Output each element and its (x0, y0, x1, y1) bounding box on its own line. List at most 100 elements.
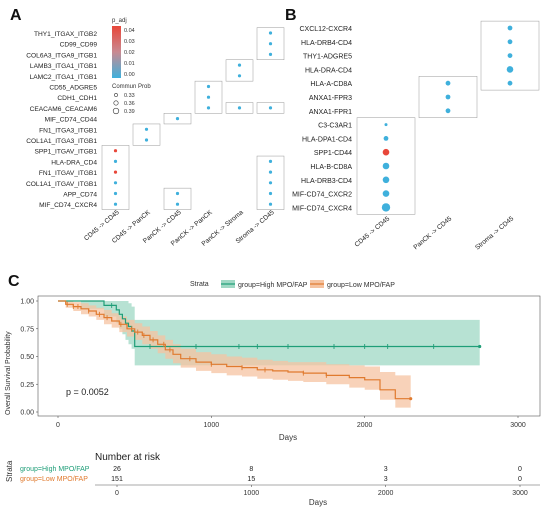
risk-row-label-low: group=Low MPO/FAP (20, 476, 88, 483)
a-row-label-thy1-itgax-itgb2: THY1_ITGAX_ITGB2 (34, 31, 97, 38)
legend-size-label: 0.33 (124, 93, 135, 99)
risk-x-tick-label: 2000 (378, 490, 394, 497)
b-row-label-c3-c3ar1: C3-C3AR1 (318, 123, 352, 130)
a-row-label-lamc2-itga1-itgb1: LAMC2_ITGA1_ITGB1 (30, 74, 98, 81)
risk-value-group-low-mpo-fap: 0 (518, 476, 522, 483)
b-row-label-mif-cd74-cxcr2: MIF-CD74_CXCR2 (292, 192, 352, 199)
km-x-axis-label: Days (279, 433, 297, 442)
km-x-tick-label: 3000 (510, 422, 526, 429)
legend-p-adj-tick: 0.02 (124, 50, 135, 56)
a-row-label-fn1-itgav-itgb1: FN1_ITGAV_ITGB1 (39, 170, 97, 177)
km-y-tick-label: 1.00 (20, 299, 34, 306)
a-dot-hla-dra-cd4-stroma-cd45 (268, 159, 273, 163)
risk-table-values: 26 8 3 0 151 15 3 0 (111, 466, 522, 483)
b-dot-mif-cd74-cxcr2-cd45-cd45 (382, 190, 390, 197)
km-legend-label-high: group=High MPO/FAP (238, 282, 308, 289)
panel-a-cells (101, 27, 285, 210)
b-row-label-hla-drb4-cd4: HLA-DRB4-CD4 (301, 40, 352, 47)
b-row-label-thy1-adgre5: THY1-ADGRE5 (303, 54, 352, 61)
km-y-tick-label: 0.25 (20, 382, 34, 389)
a-dot-thy1-itgax-itgb2-stroma-cd45 (268, 31, 273, 35)
b-row-label-anxa1-fpr3: ANXA1-FPR3 (309, 95, 352, 102)
legend-p-adj-tick: 0.00 (124, 72, 135, 78)
a-row-label-hla-dra-cd4: HLA-DRA_CD4 (51, 159, 97, 166)
km-y-axis-ticks: 0.00 0.25 0.50 0.75 1.00 (20, 299, 38, 417)
a-row-label-cdh1-cdh1: CDH1_CDH1 (57, 95, 97, 102)
km-y-tick-label: 0.75 (20, 326, 34, 333)
b-dot-cxcl12-cxcr4-stroma-cd45 (507, 25, 513, 31)
a-dot-fn1-itga3-itgb1-cd45-panck (144, 127, 149, 131)
km-p-value: p = 0.0052 (66, 387, 109, 397)
a-dot-lamb3-itga1-itgb1-panck-stroma (237, 63, 242, 67)
a-dot-col6a3-itga9-itgb1-stroma-cd45 (268, 52, 273, 57)
a-row-label-lamb3-itga1-itgb1: LAMB3_ITGA1_ITGB1 (30, 63, 97, 70)
a-row-label-app-cd74: APP_CD74 (63, 192, 97, 199)
b-dot-hla-dpa1-cd4-cd45-cd45 (383, 136, 389, 141)
b-cell-group-panck-cd45 (418, 76, 478, 118)
panel-a-row-labels: THY1_ITGAX_ITGB2 CD99_CD99 COL6A3_ITGA9_IT… (26, 31, 97, 209)
panel-a-dotplot: THY1_ITGAX_ITGB2 CD99_CD99 COL6A3_ITGA9_IT… (26, 18, 285, 248)
risk-x-tick-label: 3000 (512, 490, 528, 497)
legend-p-adj-ticks: 0.04 0.03 0.02 0.01 0.00 (124, 28, 135, 78)
risk-value-group-low-mpo-fap: 15 (247, 476, 255, 483)
a-dot-cd99-cd99-stroma-cd45 (268, 42, 273, 46)
km-end-point-group-high-mpo-fap (478, 344, 482, 349)
a-cell-group-stroma-cd45 (256, 102, 285, 114)
risk-value-group-low-mpo-fap: 3 (384, 476, 388, 483)
a-cell-group-panck-cd45 (163, 187, 192, 210)
legend-p-adj-title: p_adj (112, 18, 127, 24)
b-row-label-hla-a-cd8a: HLA-A-CD8A (310, 81, 352, 88)
risk-table-title: Number at risk (95, 452, 161, 463)
panel-b-dots (381, 25, 514, 212)
legend-p-adj-colorbar (112, 26, 121, 78)
legend-commun-prob-title: Commun Prob (112, 84, 151, 90)
a-row-label-col1a1-itga3-itgb1: COL1A1_ITGA3_ITGB1 (26, 138, 97, 145)
b-row-label-hla-drb3-cd4: HLA-DRB3-CD4 (301, 178, 352, 185)
risk-value-group-low-mpo-fap: 151 (111, 476, 123, 483)
b-dot-hla-a-cd8a-panck-cd45 (445, 80, 451, 86)
b-dot-mif-cd74-cxcr4-cd45-cd45 (381, 203, 391, 212)
a-row-label-col1a1-itgav-itgb1: COL1A1_ITGAV_ITGB1 (26, 181, 97, 188)
legend-size-label: 0.36 (124, 101, 135, 107)
b-dot-hla-dra-cd4-stroma-cd45 (506, 66, 514, 73)
km-band-group-high-mpo-fap (58, 301, 480, 366)
risk-x-tick-label: 0 (115, 490, 119, 497)
risk-x-axis-label: Days (309, 498, 327, 507)
km-x-axis-ticks: 0 1000 2000 3000 (56, 416, 526, 429)
risk-value-group-high-mpo-fap: 26 (113, 466, 121, 473)
a-dot-mif-cd74-cxcr4-stroma-cd45 (268, 202, 273, 206)
km-legend-title: Strata (190, 281, 209, 288)
legend-p-adj-tick: 0.03 (124, 39, 135, 45)
risk-strata-label: Strata (5, 460, 14, 482)
risk-value-group-high-mpo-fap: 0 (518, 466, 522, 473)
b-col-label-cd45-cd45: CD45 -> CD45 (354, 215, 392, 248)
b-row-label-hla-dpa1-cd4: HLA-DPA1-CD4 (302, 136, 352, 143)
a-dot-col1a1-itgav-itgb1-cd45-cd45 (113, 181, 118, 185)
a-dot-app-cd74-stroma-cd45 (268, 191, 273, 196)
risk-table: Number at risk Strata group=High MPO/FAP… (5, 452, 540, 507)
a-dot-hla-dra-cd4-cd45-cd45 (113, 159, 118, 163)
km-y-axis-label: Overall Survival Probability (5, 331, 12, 415)
a-dot-spp1-itgav-itgb1-cd45-cd45 (113, 149, 118, 153)
a-dot-col1a1-itgav-itgb1-stroma-cd45 (268, 181, 273, 185)
risk-value-group-high-mpo-fap: 8 (249, 466, 253, 473)
b-row-label-hla-b-cd8a: HLA-B-CD8A (310, 164, 352, 171)
risk-value-group-high-mpo-fap: 3 (384, 466, 388, 473)
a-dot-mif-cd74-cxcr4-panck-cd45 (175, 202, 180, 206)
a-row-label-ceacam6-ceacam6: CEACAM6_CEACAM6 (30, 106, 98, 113)
km-x-tick-label: 2000 (357, 422, 373, 429)
a-cell-group-stroma-cd45 (256, 27, 285, 60)
legend-size-circle (113, 100, 119, 106)
b-cell-group-stroma-cd45 (480, 20, 540, 91)
a-dot-ceacam6-ceacam6-panck-stroma (237, 106, 242, 110)
a-dot-app-cd74-panck-cd45 (175, 191, 180, 196)
panel-b-dotplot: CXCL12-CXCR4 HLA-DRB4-CD4 THY1-ADGRE5 HLA-D… (292, 20, 540, 251)
a-dot-lamc2-itga1-itgb1-panck-stroma (237, 74, 242, 78)
panel-a-legend: p_adj 0.04 0.03 0.02 0.01 0.00 Commun Prob 0… (112, 18, 151, 115)
panel-a-dots (113, 31, 273, 206)
a-dot-fn1-itgav-itgb1-cd45-cd45 (113, 170, 118, 174)
panel-b-cells (356, 20, 540, 215)
b-cell-group-cd45-cd45 (356, 117, 416, 215)
panel-label-a: A (10, 7, 22, 24)
km-end-point-group-low-mpo-fap (409, 397, 413, 401)
